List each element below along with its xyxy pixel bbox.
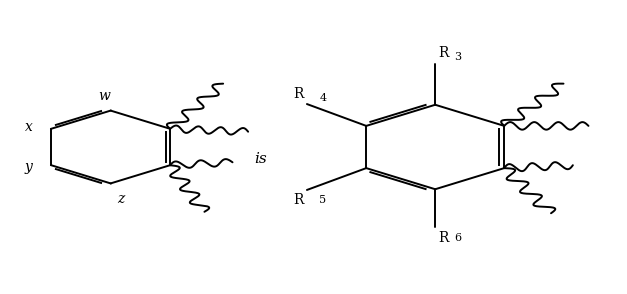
Text: R: R [438,46,449,60]
Text: R: R [438,231,449,245]
Text: z: z [117,192,124,206]
Text: is: is [254,152,267,166]
Text: y: y [24,160,33,174]
Text: w: w [98,89,110,103]
Text: 4: 4 [319,93,327,103]
Text: 3: 3 [454,52,461,62]
Text: 6: 6 [454,233,461,243]
Text: 5: 5 [319,195,327,205]
Text: x: x [24,120,33,134]
Text: R: R [293,87,304,101]
Text: R: R [293,193,304,207]
